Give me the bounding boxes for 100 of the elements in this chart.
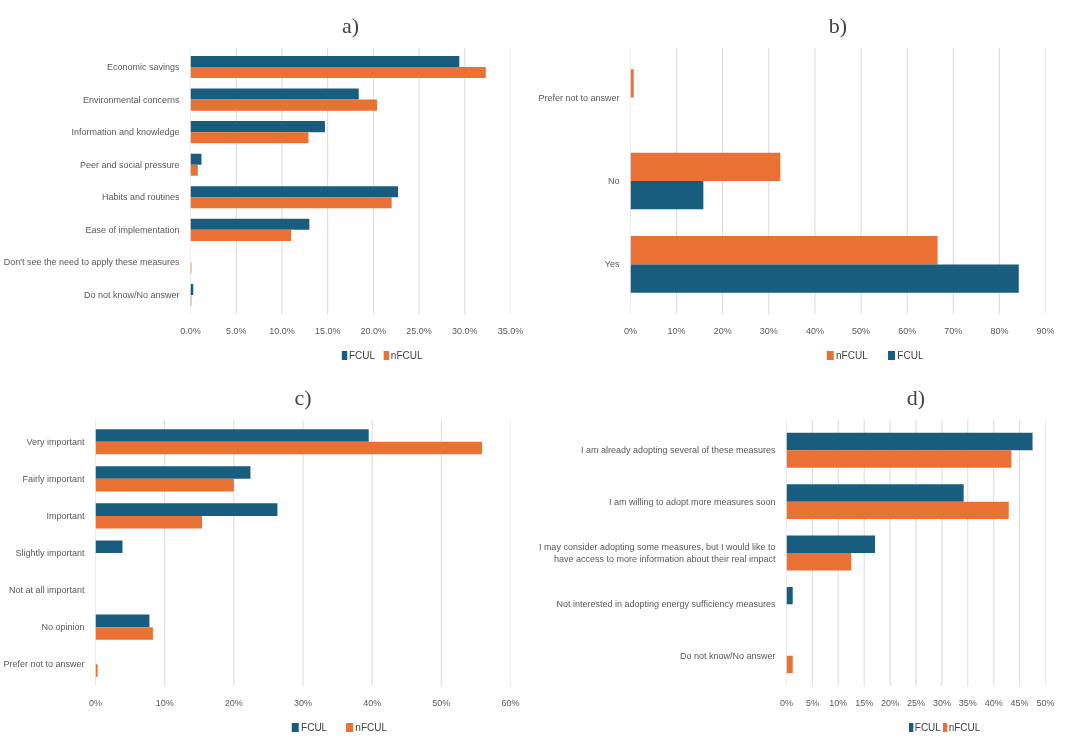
x-tick-label: 40% — [363, 697, 382, 708]
bar — [190, 197, 392, 209]
x-tick-label: 25% — [906, 697, 926, 708]
x-tick-label: 70% — [944, 325, 963, 336]
x-tick-label: 30% — [932, 697, 951, 708]
y-tick-label: I am willing to adopt more measures soon — [608, 496, 776, 507]
y-tick-label: Not interested in adopting energy sufficiency measures — [556, 599, 776, 610]
bar — [190, 55, 460, 68]
y-tick-label: Important — [46, 510, 85, 521]
y-tick-label: No — [608, 176, 620, 186]
y-tick-label: Don't see the need to apply these measures — [3, 257, 180, 268]
x-tick-label: 10% — [155, 697, 174, 708]
x-tick-label: 35% — [958, 697, 977, 708]
bar — [95, 540, 123, 553]
legend-label: FCUL — [914, 722, 942, 733]
bar — [95, 515, 203, 529]
x-tick-label: 0.0% — [180, 325, 201, 336]
bar — [190, 164, 198, 176]
bar — [190, 121, 325, 133]
x-tick-label: 10.0% — [269, 325, 295, 336]
x-tick-label: 5% — [805, 697, 819, 708]
y-tick-label: Environmental concerns — [82, 94, 180, 105]
bar — [786, 432, 1033, 451]
y-tick-label: Do not know/No answer — [83, 289, 180, 300]
x-tick-label: 40% — [805, 325, 824, 336]
x-tick-label: 50% — [432, 697, 451, 708]
y-tick-label: Information and knowledge — [71, 127, 180, 138]
y-tick-label: Ease of implementation — [85, 224, 180, 235]
y-tick-label: Not at all important — [8, 585, 85, 596]
y-tick-label: Peer and social pressure — [79, 159, 180, 170]
x-tick-label: 25.0% — [406, 325, 432, 336]
bar — [190, 67, 486, 79]
bar — [95, 627, 153, 640]
bar — [786, 501, 1009, 520]
x-tick-label: 60% — [898, 325, 917, 336]
x-tick-label: 50% — [1036, 697, 1055, 708]
x-tick-label: 20% — [224, 697, 243, 708]
bar — [190, 229, 292, 241]
bar — [786, 553, 852, 571]
x-tick-label: 30% — [293, 697, 313, 708]
bar — [95, 478, 234, 492]
x-tick-label: 15% — [855, 697, 874, 708]
bar — [630, 181, 704, 210]
bar — [630, 264, 1019, 293]
x-tick-label: 30.0% — [452, 325, 478, 336]
y-tick-label: Prefer not to answer — [3, 659, 85, 670]
bar — [190, 186, 399, 198]
legend-label: nFCUL — [390, 350, 423, 361]
bar — [786, 586, 793, 605]
x-tick-label: 50% — [852, 325, 871, 336]
y-tick-label: I may consider adopting some measures, but I would like to have access to more information about their real impact — [538, 542, 776, 564]
chart-title: a) — [341, 12, 360, 38]
y-tick-label: Economic savings — [106, 62, 180, 73]
x-tick-label: 60% — [501, 697, 520, 708]
legend-label: nFCUL — [948, 722, 981, 733]
y-tick-label: Prefer not to answer — [538, 92, 620, 103]
x-tick-label: 20.0% — [360, 325, 387, 336]
bar — [190, 153, 202, 165]
bar — [95, 503, 278, 516]
x-tick-label: 80% — [990, 325, 1009, 336]
bar — [190, 88, 359, 100]
x-tick-label: 90% — [1036, 325, 1055, 336]
y-tick-label: Very important — [26, 436, 85, 447]
bar — [190, 99, 378, 111]
y-tick-label: Fairly important — [22, 473, 85, 484]
chart-title: d) — [906, 384, 926, 410]
x-tick-label: 10% — [829, 697, 848, 708]
bar — [95, 441, 483, 455]
bar — [786, 535, 876, 553]
x-tick-label: 40% — [984, 697, 1003, 708]
x-tick-label: 45% — [1010, 697, 1029, 708]
y-tick-label: No opinion — [41, 622, 85, 633]
y-tick-label: Yes — [604, 259, 620, 270]
bar — [630, 69, 634, 98]
x-tick-label: 30% — [759, 325, 778, 336]
y-tick-label: Habits and routines — [101, 192, 180, 203]
bar — [95, 664, 98, 677]
legend-label: FCUL — [301, 722, 328, 733]
legend-label: FCUL — [349, 350, 376, 361]
x-tick-label: 5.0% — [225, 325, 247, 336]
bar — [786, 655, 793, 674]
bar — [190, 218, 310, 230]
chart-title: c) — [294, 384, 312, 410]
y-tick-label: I am already adopting several of these measures — [580, 445, 776, 456]
bar — [190, 132, 309, 144]
chart-title: b) — [828, 12, 848, 38]
bar — [786, 484, 964, 502]
legend-label: nFCUL — [355, 722, 388, 733]
bar — [95, 429, 369, 442]
x-tick-label: 0% — [780, 697, 794, 708]
x-tick-label: 20% — [713, 325, 732, 336]
x-tick-label: 20% — [881, 697, 900, 708]
bar — [630, 236, 938, 265]
x-tick-label: 10% — [667, 325, 686, 336]
bar — [95, 466, 251, 479]
bar — [95, 614, 150, 628]
y-tick-label: Do not know/No answer — [679, 650, 776, 661]
legend-label: nFCUL — [836, 350, 869, 361]
x-tick-label: 0% — [89, 697, 103, 708]
bar — [630, 152, 781, 181]
